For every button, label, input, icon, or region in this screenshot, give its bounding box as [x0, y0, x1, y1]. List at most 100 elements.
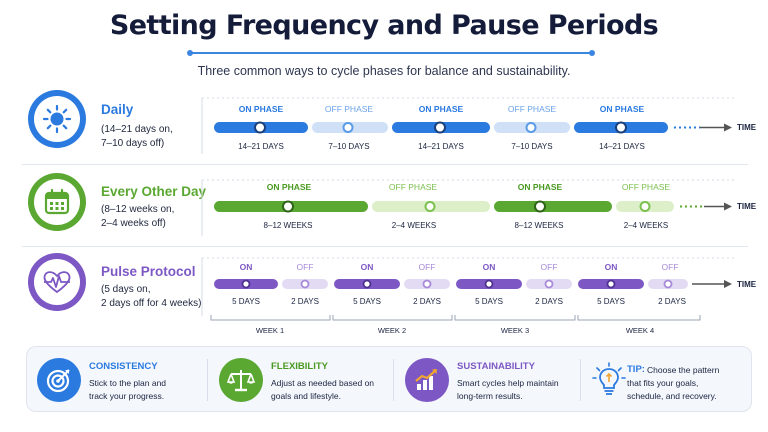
card-sustainability: SUSTAINABILITY Smart cycles help maintai…: [395, 347, 581, 413]
page-title: Setting Frequency and Pause Periods: [109, 10, 659, 41]
card-title: TIP:: [627, 364, 645, 375]
phase-label: OFF: [296, 262, 314, 272]
phase-marker: [254, 121, 266, 134]
card-consistency: CONSISTENCY Stick to the plan and track …: [27, 347, 209, 413]
phase-label: OFF PHASE: [621, 182, 671, 192]
phase-marker: [639, 201, 651, 212]
summary-panel: CONSISTENCY Stick to the plan and track …: [26, 346, 752, 412]
card-title: CONSISTENCY: [89, 361, 158, 372]
row-title: Pulse Protocol: [101, 264, 196, 279]
phase-label: OFF: [418, 262, 436, 272]
phase-label: ON: [482, 262, 496, 272]
duration-label: 2–4 WEEKS: [623, 221, 669, 230]
phase-label: ON PHASE: [517, 182, 563, 192]
card-text: Stick to the plan and track your progres…: [89, 378, 167, 401]
lightbulb-icon: [587, 358, 631, 402]
phase-marker: [300, 279, 310, 289]
card-flexibility: FLEXIBILITY Adjust as needed based on go…: [209, 347, 394, 413]
phase-label: OFF: [661, 262, 679, 272]
phase-label: OFF PHASE: [324, 104, 374, 114]
card-title: SUSTAINABILITY: [457, 361, 535, 372]
phase-label: OFF PHASE: [507, 104, 557, 114]
week-bracket: [332, 315, 453, 321]
row-title: Daily: [101, 102, 134, 117]
phase-marker: [525, 122, 537, 133]
card-divider: [580, 359, 581, 401]
duration-label: 5 DAYS: [597, 297, 625, 306]
target-icon: [37, 358, 81, 402]
row-description: (14–21 days on, 7–10 days off): [101, 124, 173, 149]
duration-label: 5 DAYS: [353, 297, 381, 306]
duration-label: 5 DAYS: [475, 297, 503, 306]
week-label: WEEK 4: [625, 326, 655, 335]
card-divider: [393, 359, 394, 401]
duration-label: 2–4 WEEKS: [391, 221, 437, 230]
phase-marker: [434, 121, 446, 134]
duration-label: 8–12 WEEKS: [263, 221, 313, 230]
phase-label: ON PHASE: [418, 104, 464, 114]
card-text: Smart cycles help maintain long-term res…: [457, 378, 559, 401]
week-bracket: [454, 315, 576, 321]
balance-scale-icon: [219, 358, 263, 402]
phase-label: ON PHASE: [599, 104, 645, 114]
phase-marker: [424, 201, 436, 212]
time-axis-label: TIME: [737, 280, 757, 289]
duration-label: 5 DAYS: [232, 297, 260, 306]
growth-chart-icon: [405, 358, 449, 402]
duration-label: 7–10 DAYS: [511, 142, 553, 151]
time-axis-label: TIME: [737, 202, 757, 211]
time-arrowhead: [724, 202, 732, 211]
phase-marker: [362, 279, 372, 289]
duration-label: 8–12 WEEKS: [514, 221, 564, 230]
phase-marker: [544, 279, 554, 289]
phase-marker: [241, 279, 251, 289]
phase-marker: [663, 279, 673, 289]
duration-label: 2 DAYS: [658, 297, 686, 306]
card-text: Choose the pattern that fits your goals,…: [627, 365, 720, 401]
duration-label: 2 DAYS: [413, 297, 441, 306]
week-label: WEEK 2: [377, 326, 407, 335]
card-title: FLEXIBILITY: [271, 361, 328, 372]
duration-label: 2 DAYS: [291, 297, 319, 306]
phase-label: ON: [604, 262, 618, 272]
phase-marker: [342, 122, 354, 133]
time-axis-label: TIME: [737, 123, 757, 132]
row-divider: [22, 246, 748, 247]
card-divider: [207, 359, 208, 401]
phase-marker: [534, 200, 546, 213]
row-title: Every Other Day: [101, 184, 207, 199]
duration-label: 14–21 DAYS: [599, 142, 645, 151]
time-arrowhead: [724, 123, 732, 132]
row-description: (8–12 weeks on, 2–4 weeks off): [101, 204, 175, 229]
pulse-icon: [28, 253, 86, 311]
week-label: WEEK 1: [255, 326, 285, 335]
calendar-icon: [28, 173, 86, 231]
week-bracket: [210, 315, 331, 321]
row-divider: [22, 164, 748, 165]
on-phase-bar: [494, 201, 612, 212]
duration-label: 14–21 DAYS: [238, 142, 284, 151]
card-text: Adjust as needed based on goals and life…: [271, 378, 375, 401]
phase-label: OFF PHASE: [388, 182, 438, 192]
row-description: (5 days on, 2 days off for 4 weeks): [101, 284, 202, 309]
phase-label: ON: [239, 262, 253, 272]
duration-label: 14–21 DAYS: [418, 142, 464, 151]
title-underline: [187, 50, 595, 56]
phase-marker: [422, 279, 432, 289]
phase-label: ON PHASE: [266, 182, 312, 192]
week-label: WEEK 3: [500, 326, 530, 335]
phase-marker: [282, 200, 294, 213]
phase-label: ON: [360, 262, 374, 272]
phase-label: OFF: [540, 262, 558, 272]
phase-label: ON PHASE: [238, 104, 284, 114]
duration-label: 2 DAYS: [535, 297, 563, 306]
time-arrowhead: [724, 280, 732, 288]
duration-label: 7–10 DAYS: [328, 142, 370, 151]
card-tip: TIP: Choose the pattern that fits your g…: [583, 347, 751, 413]
week-bracket: [577, 315, 701, 321]
sun-icon: [28, 90, 86, 148]
phase-marker: [606, 279, 616, 289]
phase-marker: [484, 279, 494, 289]
page-subtitle: Three common ways to cycle phases for ba…: [197, 64, 571, 78]
